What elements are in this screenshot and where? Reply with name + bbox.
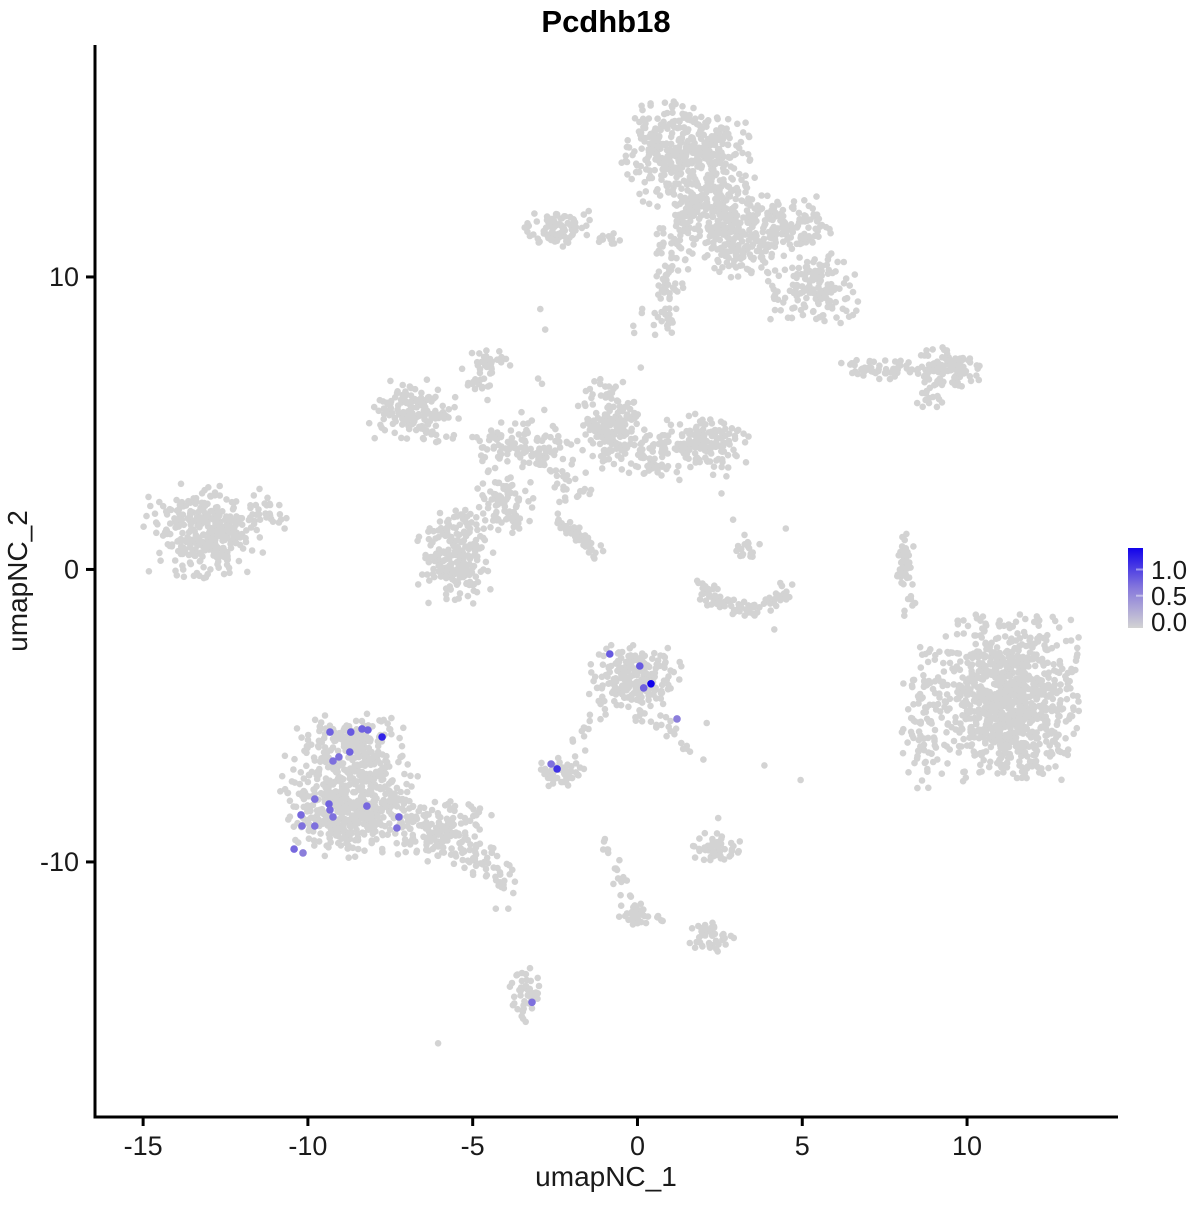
- background-points-layer: [140, 98, 1082, 1046]
- expressing-cell-point: [329, 813, 337, 821]
- expressing-cell-point: [647, 680, 655, 688]
- x-tick-label: 10: [952, 1131, 982, 1161]
- expressing-cell-point: [298, 822, 306, 830]
- expressing-cell-point: [311, 822, 319, 830]
- expressing-cell-point: [346, 748, 354, 756]
- x-tick-label: 0: [630, 1131, 645, 1161]
- axis-layer: -15 -10 -5 0 5 10 10 0 -10: [40, 45, 1118, 1161]
- expressing-cell-point: [640, 684, 648, 692]
- y-tick-label: 0: [64, 554, 79, 584]
- legend-label-low: 0.0: [1151, 607, 1187, 637]
- expressing-cell-point: [297, 811, 305, 819]
- legend-colorbar: [1128, 548, 1143, 628]
- expressing-cell-point: [326, 806, 334, 814]
- expressing-cell-point: [528, 999, 536, 1007]
- expressing-cell-point: [606, 650, 614, 658]
- expressing-cell-point: [547, 760, 555, 768]
- plot-title: Pcdhb18: [541, 4, 670, 39]
- expressing-cell-point: [673, 715, 681, 723]
- expressing-cell-point: [395, 813, 403, 821]
- expressing-cell-point: [299, 849, 307, 857]
- x-tick-label: -10: [288, 1131, 327, 1161]
- expressing-cell-point: [364, 726, 372, 734]
- y-tick-label: 10: [49, 262, 79, 292]
- expressing-cell-point: [363, 802, 371, 810]
- expressing-cell-point: [347, 728, 355, 736]
- x-tick-label: -15: [124, 1131, 163, 1161]
- expressing-cell-point: [553, 765, 561, 773]
- y-tick-label: -10: [40, 847, 79, 877]
- x-axis-title: umapNC_1: [535, 1161, 677, 1192]
- expressing-cell-point: [326, 728, 334, 736]
- expressing-cell-point: [378, 733, 386, 741]
- expressing-cell-point: [393, 824, 401, 832]
- legend: 1.0 0.5 0.0: [1128, 548, 1187, 637]
- expressing-cell-point: [311, 795, 319, 803]
- expressing-cell-point: [290, 845, 298, 853]
- y-axis-title: umapNC_2: [2, 510, 33, 652]
- x-tick-label: 5: [795, 1131, 810, 1161]
- expressing-cell-point: [329, 757, 337, 765]
- expressing-cell-point: [636, 662, 644, 670]
- x-tick-label: -5: [461, 1131, 485, 1161]
